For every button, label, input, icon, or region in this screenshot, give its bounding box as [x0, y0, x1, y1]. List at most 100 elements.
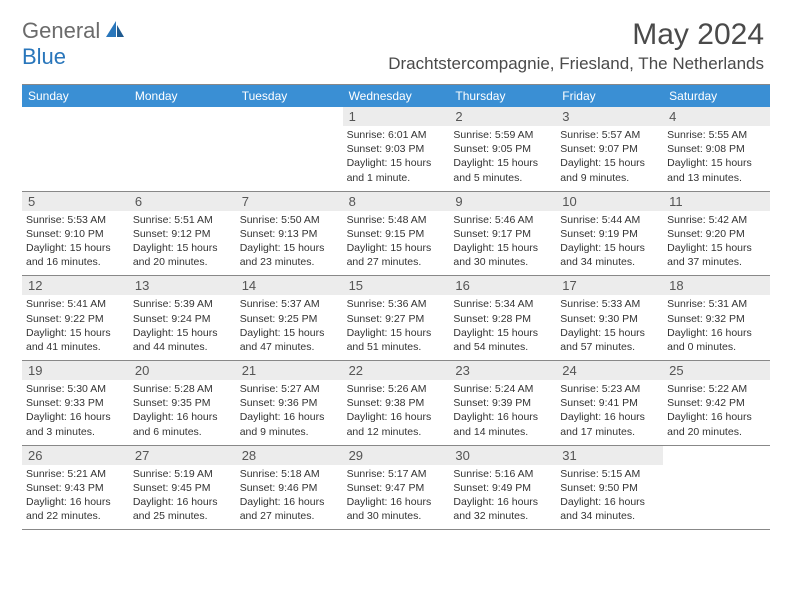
sunset-text: Sunset: 9:17 PM [453, 227, 552, 241]
day-header: Thursday [449, 85, 556, 107]
day-number: 23 [455, 363, 550, 378]
daylight-text: Daylight: 16 hours and 12 minutes. [347, 410, 446, 438]
day-number: 6 [135, 194, 230, 209]
daylight-text: Daylight: 16 hours and 25 minutes. [133, 495, 232, 523]
logo-sail-icon [104, 19, 126, 44]
daylight-text: Daylight: 16 hours and 14 minutes. [453, 410, 552, 438]
day-cell: 1 Sunrise: 6:01 AMSunset: 9:03 PMDaylight… [343, 107, 450, 191]
sunrise-text: Sunrise: 5:24 AM [453, 382, 552, 396]
day-number: 1 [349, 109, 444, 124]
sunrise-text: Sunrise: 5:55 AM [667, 128, 766, 142]
day-cell [22, 107, 129, 191]
daylight-text: Daylight: 15 hours and 1 minute. [347, 156, 446, 184]
daylight-text: Daylight: 15 hours and 23 minutes. [240, 241, 339, 269]
day-header: Friday [556, 85, 663, 107]
day-header: Tuesday [236, 85, 343, 107]
sunrise-text: Sunrise: 5:21 AM [26, 467, 125, 481]
day-cell: 13Sunrise: 5:39 AMSunset: 9:24 PMDayligh… [129, 276, 236, 360]
daylight-text: Daylight: 16 hours and 22 minutes. [26, 495, 125, 523]
day-cell: 26Sunrise: 5:21 AMSunset: 9:43 PMDayligh… [22, 446, 129, 530]
daylight-text: Daylight: 15 hours and 30 minutes. [453, 241, 552, 269]
sunset-text: Sunset: 9:10 PM [26, 227, 125, 241]
sunset-text: Sunset: 9:22 PM [26, 312, 125, 326]
day-number: 13 [135, 278, 230, 293]
day-cell: 2Sunrise: 5:59 AMSunset: 9:05 PMDaylight… [449, 107, 556, 191]
day-cell: 28Sunrise: 5:18 AMSunset: 9:46 PMDayligh… [236, 446, 343, 530]
day-cell: 11Sunrise: 5:42 AMSunset: 9:20 PMDayligh… [663, 192, 770, 276]
day-header: Sunday [22, 85, 129, 107]
daylight-text: Daylight: 15 hours and 57 minutes. [560, 326, 659, 354]
sunrise-text: Sunrise: 5:31 AM [667, 297, 766, 311]
sunrise-text: Sunrise: 5:28 AM [133, 382, 232, 396]
sunrise-text: Sunrise: 5:23 AM [560, 382, 659, 396]
calendar: SundayMondayTuesdayWednesdayThursdayFrid… [22, 84, 770, 530]
week-row: 12Sunrise: 5:41 AMSunset: 9:22 PMDayligh… [22, 276, 770, 361]
sunset-text: Sunset: 9:39 PM [453, 396, 552, 410]
day-cell: 8Sunrise: 5:48 AMSunset: 9:15 PMDaylight… [343, 192, 450, 276]
sunset-text: Sunset: 9:07 PM [560, 142, 659, 156]
week-row: 19Sunrise: 5:30 AMSunset: 9:33 PMDayligh… [22, 361, 770, 446]
day-cell: 5Sunrise: 5:53 AMSunset: 9:10 PMDaylight… [22, 192, 129, 276]
day-number: 11 [669, 194, 764, 209]
sunset-text: Sunset: 9:45 PM [133, 481, 232, 495]
sunset-text: Sunset: 9:08 PM [667, 142, 766, 156]
daylight-text: Daylight: 16 hours and 17 minutes. [560, 410, 659, 438]
day-cell [663, 446, 770, 530]
day-number: 25 [669, 363, 764, 378]
day-cell: 18Sunrise: 5:31 AMSunset: 9:32 PMDayligh… [663, 276, 770, 360]
daylight-text: Daylight: 15 hours and 27 minutes. [347, 241, 446, 269]
sunrise-text: Sunrise: 5:34 AM [453, 297, 552, 311]
sunrise-text: Sunrise: 5:51 AM [133, 213, 232, 227]
day-cell: 7 Sunrise: 5:50 AMSunset: 9:13 PMDaylight… [236, 192, 343, 276]
sunset-text: Sunset: 9:13 PM [240, 227, 339, 241]
daylight-text: Daylight: 16 hours and 27 minutes. [240, 495, 339, 523]
week-row: 26Sunrise: 5:21 AMSunset: 9:43 PMDayligh… [22, 446, 770, 531]
day-number: 21 [242, 363, 337, 378]
day-number: 5 [28, 194, 123, 209]
sunset-text: Sunset: 9:27 PM [347, 312, 446, 326]
day-number: 12 [28, 278, 123, 293]
sunset-text: Sunset: 9:25 PM [240, 312, 339, 326]
daylight-text: Daylight: 16 hours and 3 minutes. [26, 410, 125, 438]
week-row: 1Sunrise: 6:01 AMSunset: 9:03 PMDaylight… [22, 107, 770, 192]
day-cell: 15Sunrise: 5:36 AMSunset: 9:27 PMDayligh… [343, 276, 450, 360]
day-cell: 6 Sunrise: 5:51 AMSunset: 9:12 PMDaylight… [129, 192, 236, 276]
sunrise-text: Sunrise: 5:42 AM [667, 213, 766, 227]
day-number: 31 [562, 448, 657, 463]
sunrise-text: Sunrise: 5:36 AM [347, 297, 446, 311]
daylight-text: Daylight: 15 hours and 41 minutes. [26, 326, 125, 354]
daylight-text: Daylight: 15 hours and 20 minutes. [133, 241, 232, 269]
day-number: 16 [455, 278, 550, 293]
day-cell: 21Sunrise: 5:27 AMSunset: 9:36 PMDayligh… [236, 361, 343, 445]
sunset-text: Sunset: 9:24 PM [133, 312, 232, 326]
sunset-text: Sunset: 9:12 PM [133, 227, 232, 241]
sunrise-text: Sunrise: 5:41 AM [26, 297, 125, 311]
sunrise-text: Sunrise: 5:33 AM [560, 297, 659, 311]
sunrise-text: Sunrise: 5:50 AM [240, 213, 339, 227]
daylight-text: Daylight: 15 hours and 16 minutes. [26, 241, 125, 269]
sunrise-text: Sunrise: 6:01 AM [347, 128, 446, 142]
sunset-text: Sunset: 9:33 PM [26, 396, 125, 410]
logo: General [22, 18, 128, 44]
day-cell: 17Sunrise: 5:33 AMSunset: 9:30 PMDayligh… [556, 276, 663, 360]
title-block: May 2024 Drachtstercompagnie, Friesland,… [388, 18, 764, 74]
header: General May 2024 Drachtstercompagnie, Fr… [0, 0, 792, 78]
day-cell: 30Sunrise: 5:16 AMSunset: 9:49 PMDayligh… [449, 446, 556, 530]
day-number: 28 [242, 448, 337, 463]
day-number: 7 [242, 194, 337, 209]
sunrise-text: Sunrise: 5:46 AM [453, 213, 552, 227]
daylight-text: Daylight: 16 hours and 6 minutes. [133, 410, 232, 438]
sunrise-text: Sunrise: 5:26 AM [347, 382, 446, 396]
daylight-text: Daylight: 15 hours and 13 minutes. [667, 156, 766, 184]
day-cell: 4Sunrise: 5:55 AMSunset: 9:08 PMDaylight… [663, 107, 770, 191]
sunset-text: Sunset: 9:03 PM [347, 142, 446, 156]
day-cell [236, 107, 343, 191]
day-cell: 29Sunrise: 5:17 AMSunset: 9:47 PMDayligh… [343, 446, 450, 530]
sunrise-text: Sunrise: 5:59 AM [453, 128, 552, 142]
logo-text-general: General [22, 18, 100, 44]
month-title: May 2024 [388, 18, 764, 52]
day-cell: 25Sunrise: 5:22 AMSunset: 9:42 PMDayligh… [663, 361, 770, 445]
sunrise-text: Sunrise: 5:16 AM [453, 467, 552, 481]
day-cell: 22Sunrise: 5:26 AMSunset: 9:38 PMDayligh… [343, 361, 450, 445]
day-number: 20 [135, 363, 230, 378]
